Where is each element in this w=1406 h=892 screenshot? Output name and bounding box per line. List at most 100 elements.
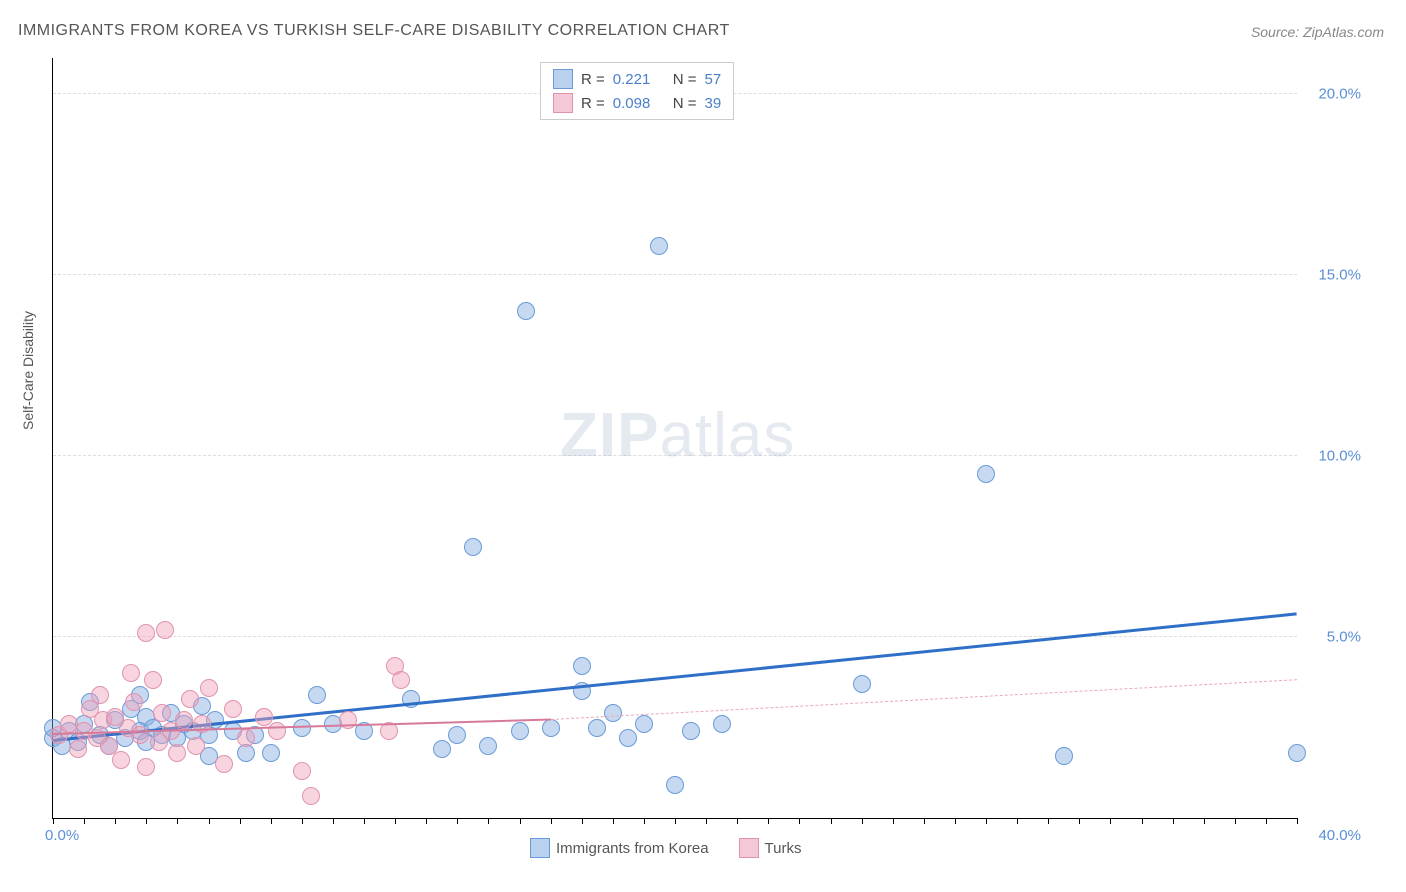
trend-line bbox=[551, 679, 1297, 720]
trend-line bbox=[53, 612, 1297, 742]
x-tick bbox=[613, 818, 614, 824]
x-tick bbox=[986, 818, 987, 824]
data-point-turks bbox=[187, 737, 205, 755]
x-tick bbox=[1079, 818, 1080, 824]
x-tick bbox=[1110, 818, 1111, 824]
x-tick bbox=[675, 818, 676, 824]
x-tick bbox=[364, 818, 365, 824]
x-tick bbox=[520, 818, 521, 824]
x-tick bbox=[84, 818, 85, 824]
series-legend-label: Turks bbox=[765, 840, 802, 857]
legend-swatch-icon bbox=[553, 93, 573, 113]
x-tick bbox=[862, 818, 863, 824]
legend-n-value: 57 bbox=[705, 71, 722, 88]
data-point-turks bbox=[302, 787, 320, 805]
data-point-turks bbox=[153, 704, 171, 722]
x-tick bbox=[582, 818, 583, 824]
x-tick-label: 40.0% bbox=[1318, 827, 1361, 844]
data-point-turks bbox=[175, 711, 193, 729]
y-tick-label: 20.0% bbox=[1318, 86, 1361, 103]
x-tick bbox=[1266, 818, 1267, 824]
data-point-korea bbox=[433, 740, 451, 758]
legend-row-korea: R = 0.221 N = 57 bbox=[541, 67, 733, 91]
legend-swatch-icon bbox=[553, 69, 573, 89]
x-tick bbox=[924, 818, 925, 824]
x-tick bbox=[1204, 818, 1205, 824]
legend-swatch-icon bbox=[739, 838, 759, 858]
data-point-korea bbox=[666, 776, 684, 794]
data-point-korea bbox=[682, 722, 700, 740]
data-point-turks bbox=[156, 621, 174, 639]
legend-n-value: 39 bbox=[705, 95, 722, 112]
x-tick bbox=[644, 818, 645, 824]
data-point-turks bbox=[125, 693, 143, 711]
gridline bbox=[53, 455, 1297, 456]
data-point-turks bbox=[112, 751, 130, 769]
x-tick bbox=[1235, 818, 1236, 824]
chart-title: IMMIGRANTS FROM KOREA VS TURKISH SELF-CA… bbox=[18, 22, 730, 40]
x-tick bbox=[177, 818, 178, 824]
x-tick bbox=[706, 818, 707, 824]
y-tick-label: 10.0% bbox=[1318, 448, 1361, 465]
data-point-turks bbox=[215, 755, 233, 773]
legend-swatch-icon bbox=[530, 838, 550, 858]
legend-n-label: N = bbox=[673, 95, 697, 112]
data-point-turks bbox=[122, 664, 140, 682]
x-tick bbox=[1142, 818, 1143, 824]
data-point-korea bbox=[853, 675, 871, 693]
x-tick bbox=[1048, 818, 1049, 824]
data-point-turks bbox=[137, 758, 155, 776]
data-point-korea bbox=[588, 719, 606, 737]
x-tick bbox=[768, 818, 769, 824]
data-point-korea bbox=[635, 715, 653, 733]
x-tick bbox=[53, 818, 54, 824]
x-tick bbox=[1297, 818, 1298, 824]
data-point-korea bbox=[713, 715, 731, 733]
x-tick bbox=[955, 818, 956, 824]
data-point-turks bbox=[268, 722, 286, 740]
x-tick bbox=[737, 818, 738, 824]
data-point-korea bbox=[448, 726, 466, 744]
gridline bbox=[53, 274, 1297, 275]
x-tick bbox=[302, 818, 303, 824]
gridline bbox=[53, 636, 1297, 637]
x-tick bbox=[831, 818, 832, 824]
legend-r-value: 0.221 bbox=[613, 71, 665, 88]
data-point-korea bbox=[542, 719, 560, 737]
data-point-korea bbox=[650, 237, 668, 255]
data-point-turks bbox=[131, 726, 149, 744]
data-point-korea bbox=[517, 302, 535, 320]
y-tick-label: 15.0% bbox=[1318, 267, 1361, 284]
data-point-turks bbox=[293, 762, 311, 780]
series-legend-item-korea: Immigrants from Korea bbox=[530, 838, 709, 858]
data-point-korea bbox=[262, 744, 280, 762]
data-point-turks bbox=[91, 686, 109, 704]
y-axis-label: Self-Care Disability bbox=[20, 311, 36, 430]
data-point-korea bbox=[511, 722, 529, 740]
data-point-korea bbox=[604, 704, 622, 722]
x-tick-label: 0.0% bbox=[45, 827, 79, 844]
legend-r-label: R = bbox=[581, 71, 605, 88]
data-point-turks bbox=[237, 729, 255, 747]
data-point-turks bbox=[168, 744, 186, 762]
x-tick bbox=[488, 818, 489, 824]
x-tick bbox=[240, 818, 241, 824]
data-point-korea bbox=[464, 538, 482, 556]
x-tick bbox=[333, 818, 334, 824]
data-point-korea bbox=[1288, 744, 1306, 762]
data-point-korea bbox=[619, 729, 637, 747]
x-tick bbox=[395, 818, 396, 824]
legend-n-label: N = bbox=[673, 71, 697, 88]
data-point-korea bbox=[573, 657, 591, 675]
x-tick bbox=[457, 818, 458, 824]
x-tick bbox=[799, 818, 800, 824]
legend-r-value: 0.098 bbox=[613, 95, 665, 112]
data-point-turks bbox=[144, 671, 162, 689]
data-point-korea bbox=[308, 686, 326, 704]
data-point-turks bbox=[339, 711, 357, 729]
series-legend: Immigrants from Korea Turks bbox=[530, 838, 802, 858]
source-attribution: Source: ZipAtlas.com bbox=[1251, 24, 1384, 40]
legend-row-turks: R =0.098N =39 bbox=[541, 91, 733, 115]
data-point-korea bbox=[479, 737, 497, 755]
x-tick bbox=[551, 818, 552, 824]
